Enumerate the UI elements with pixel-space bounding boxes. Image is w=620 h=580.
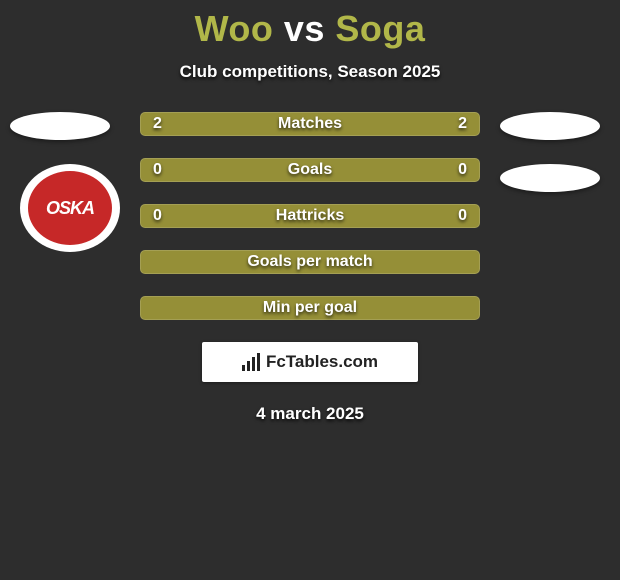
title-player2: Soga [335, 8, 425, 49]
stat-left-value: 0 [153, 161, 173, 179]
title-player1: Woo [195, 8, 274, 49]
team-logo-left-placeholder [10, 112, 110, 140]
watermark: FcTables.com [202, 342, 418, 382]
stat-label: Goals per match [247, 253, 372, 271]
date-label: 4 march 2025 [0, 404, 620, 424]
team-logo-right-placeholder-1 [500, 112, 600, 140]
stat-row-goals-per-match: Goals per match [140, 250, 480, 274]
stat-left-value: 2 [153, 115, 173, 133]
title-vs: vs [273, 8, 335, 49]
stat-left-value: 0 [153, 207, 173, 225]
stat-right-value: 2 [447, 115, 467, 133]
stat-label: Matches [278, 115, 342, 133]
stat-row-goals: 0 Goals 0 [140, 158, 480, 182]
badge-text: OSKA [46, 198, 94, 219]
page-title: Woo vs Soga [0, 0, 620, 50]
badge-outer-ring: OSKA [20, 164, 120, 252]
stat-row-matches: 2 Matches 2 [140, 112, 480, 136]
stat-right-value: 0 [447, 161, 467, 179]
stat-rows: 2 Matches 2 0 Goals 0 0 Hattricks 0 Goal… [140, 112, 480, 320]
stat-label: Hattricks [276, 207, 344, 225]
stat-label: Min per goal [263, 299, 357, 317]
badge-inner-disc: OSKA [26, 169, 114, 247]
stat-row-hattricks: 0 Hattricks 0 [140, 204, 480, 228]
team-logo-right-placeholder-2 [500, 164, 600, 192]
watermark-text: FcTables.com [266, 352, 378, 372]
bar-chart-icon [242, 353, 260, 371]
club-badge: OSKA [20, 164, 120, 252]
subtitle: Club competitions, Season 2025 [0, 62, 620, 82]
stat-label: Goals [288, 161, 332, 179]
stat-row-min-per-goal: Min per goal [140, 296, 480, 320]
stat-right-value: 0 [447, 207, 467, 225]
content-area: OSKA 2 Matches 2 0 Goals 0 0 Hattricks 0… [0, 112, 620, 424]
